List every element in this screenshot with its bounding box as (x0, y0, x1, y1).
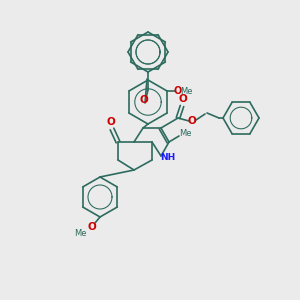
Text: O: O (140, 95, 148, 105)
Text: O: O (106, 117, 116, 127)
Text: O: O (178, 94, 188, 104)
Text: NH: NH (160, 152, 175, 161)
Text: Me: Me (180, 86, 192, 95)
Text: O: O (174, 86, 182, 96)
Text: Me: Me (74, 230, 86, 238)
Text: Me: Me (179, 130, 191, 139)
Text: O: O (188, 116, 196, 126)
Text: O: O (88, 222, 96, 232)
